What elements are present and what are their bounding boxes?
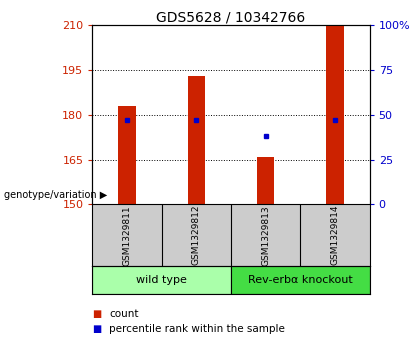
Title: GDS5628 / 10342766: GDS5628 / 10342766 (156, 10, 306, 24)
Bar (231, 266, 370, 294)
Text: GSM1329813: GSM1329813 (261, 205, 270, 265)
Bar (257, 157, 274, 204)
Text: GSM1329811: GSM1329811 (123, 205, 131, 265)
Text: GSM1329812: GSM1329812 (192, 205, 201, 265)
Text: ■: ■ (92, 309, 102, 319)
Bar (326, 25, 344, 204)
Text: GSM1329814: GSM1329814 (331, 205, 339, 265)
Bar (188, 76, 205, 204)
Text: Rev-erbα knockout: Rev-erbα knockout (248, 275, 353, 285)
Text: count: count (109, 309, 139, 319)
Bar (118, 106, 136, 204)
Text: genotype/variation ▶: genotype/variation ▶ (4, 191, 108, 200)
Text: percentile rank within the sample: percentile rank within the sample (109, 323, 285, 334)
Text: wild type: wild type (136, 275, 187, 285)
Bar (92, 266, 231, 294)
Text: ■: ■ (92, 323, 102, 334)
